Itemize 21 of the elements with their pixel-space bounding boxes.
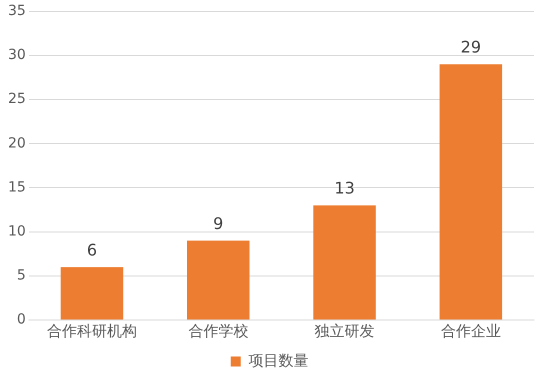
x-tick-label: 合作科研机构 bbox=[46, 322, 137, 340]
x-tick-label: 独立研发 bbox=[314, 322, 375, 340]
y-tick-label: 15 bbox=[8, 179, 26, 196]
y-tick-label: 10 bbox=[8, 223, 26, 240]
bar bbox=[440, 64, 502, 320]
y-tick-label: 35 bbox=[8, 3, 26, 20]
y-tick-label: 0 bbox=[16, 312, 26, 328]
bar bbox=[60, 267, 124, 320]
data-label: 9 bbox=[213, 214, 224, 233]
bar bbox=[313, 205, 376, 320]
data-label: 13 bbox=[334, 178, 355, 198]
y-tick-label: 5 bbox=[16, 268, 26, 284]
x-tick-label: 合作学校 bbox=[188, 322, 248, 340]
legend-label: 项目数量 bbox=[248, 351, 308, 370]
y-tick-label: 30 bbox=[8, 47, 26, 64]
data-label: 29 bbox=[460, 37, 482, 56]
y-tick-label: 25 bbox=[8, 91, 26, 108]
data-label: 6 bbox=[86, 240, 98, 260]
x-tick-label: 合作企业 bbox=[440, 322, 501, 340]
y-tick-label: 20 bbox=[8, 135, 26, 152]
bar bbox=[187, 240, 250, 320]
